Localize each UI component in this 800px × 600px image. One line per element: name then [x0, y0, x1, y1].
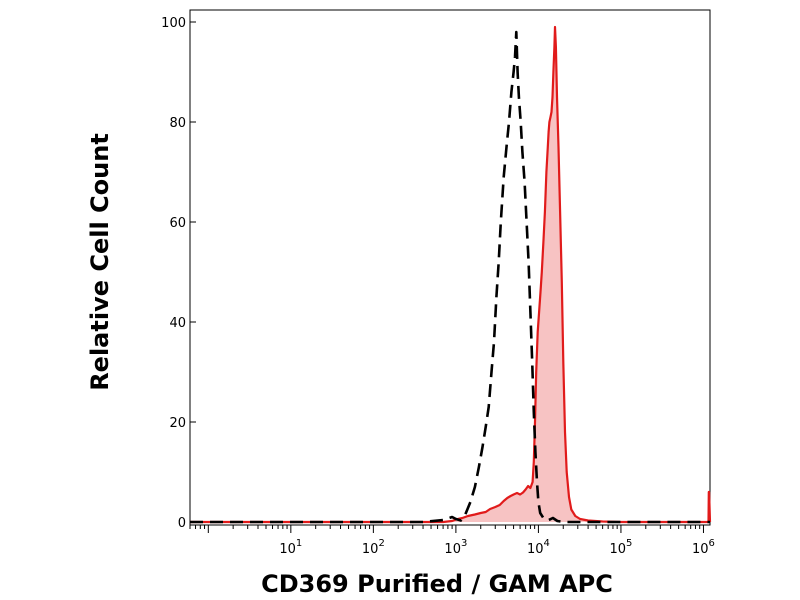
y-axis-ticks: 0 20 40 60 80 100 — [161, 16, 196, 531]
y-tick-label: 80 — [169, 116, 186, 131]
x-axis-ticks: 101 102 103 104 105 106 — [189, 525, 715, 557]
y-tick-label: 100 — [161, 16, 186, 31]
x-tick-label: 105 — [609, 538, 632, 557]
plot-frame — [189, 9, 711, 526]
y-tick-label: 20 — [169, 416, 186, 431]
x-tick-label: 103 — [444, 538, 467, 557]
y-axis-title: Relative Cell Count — [86, 133, 114, 391]
y-tick-label: 40 — [169, 316, 186, 331]
y-tick-label: 60 — [169, 216, 186, 231]
x-tick-label: 106 — [692, 538, 715, 557]
series-line-cd369-purified-gam-apc — [190, 25, 712, 524]
series-layer — [190, 25, 712, 524]
x-tick-label: 104 — [527, 538, 550, 557]
y-tick-label: 0 — [178, 516, 186, 531]
x-axis-title: CD369 Purified / GAM APC — [261, 570, 613, 598]
series-line-isotype-control — [190, 30, 710, 524]
x-tick-label: 102 — [362, 538, 385, 557]
x-tick-label: 101 — [279, 538, 302, 557]
